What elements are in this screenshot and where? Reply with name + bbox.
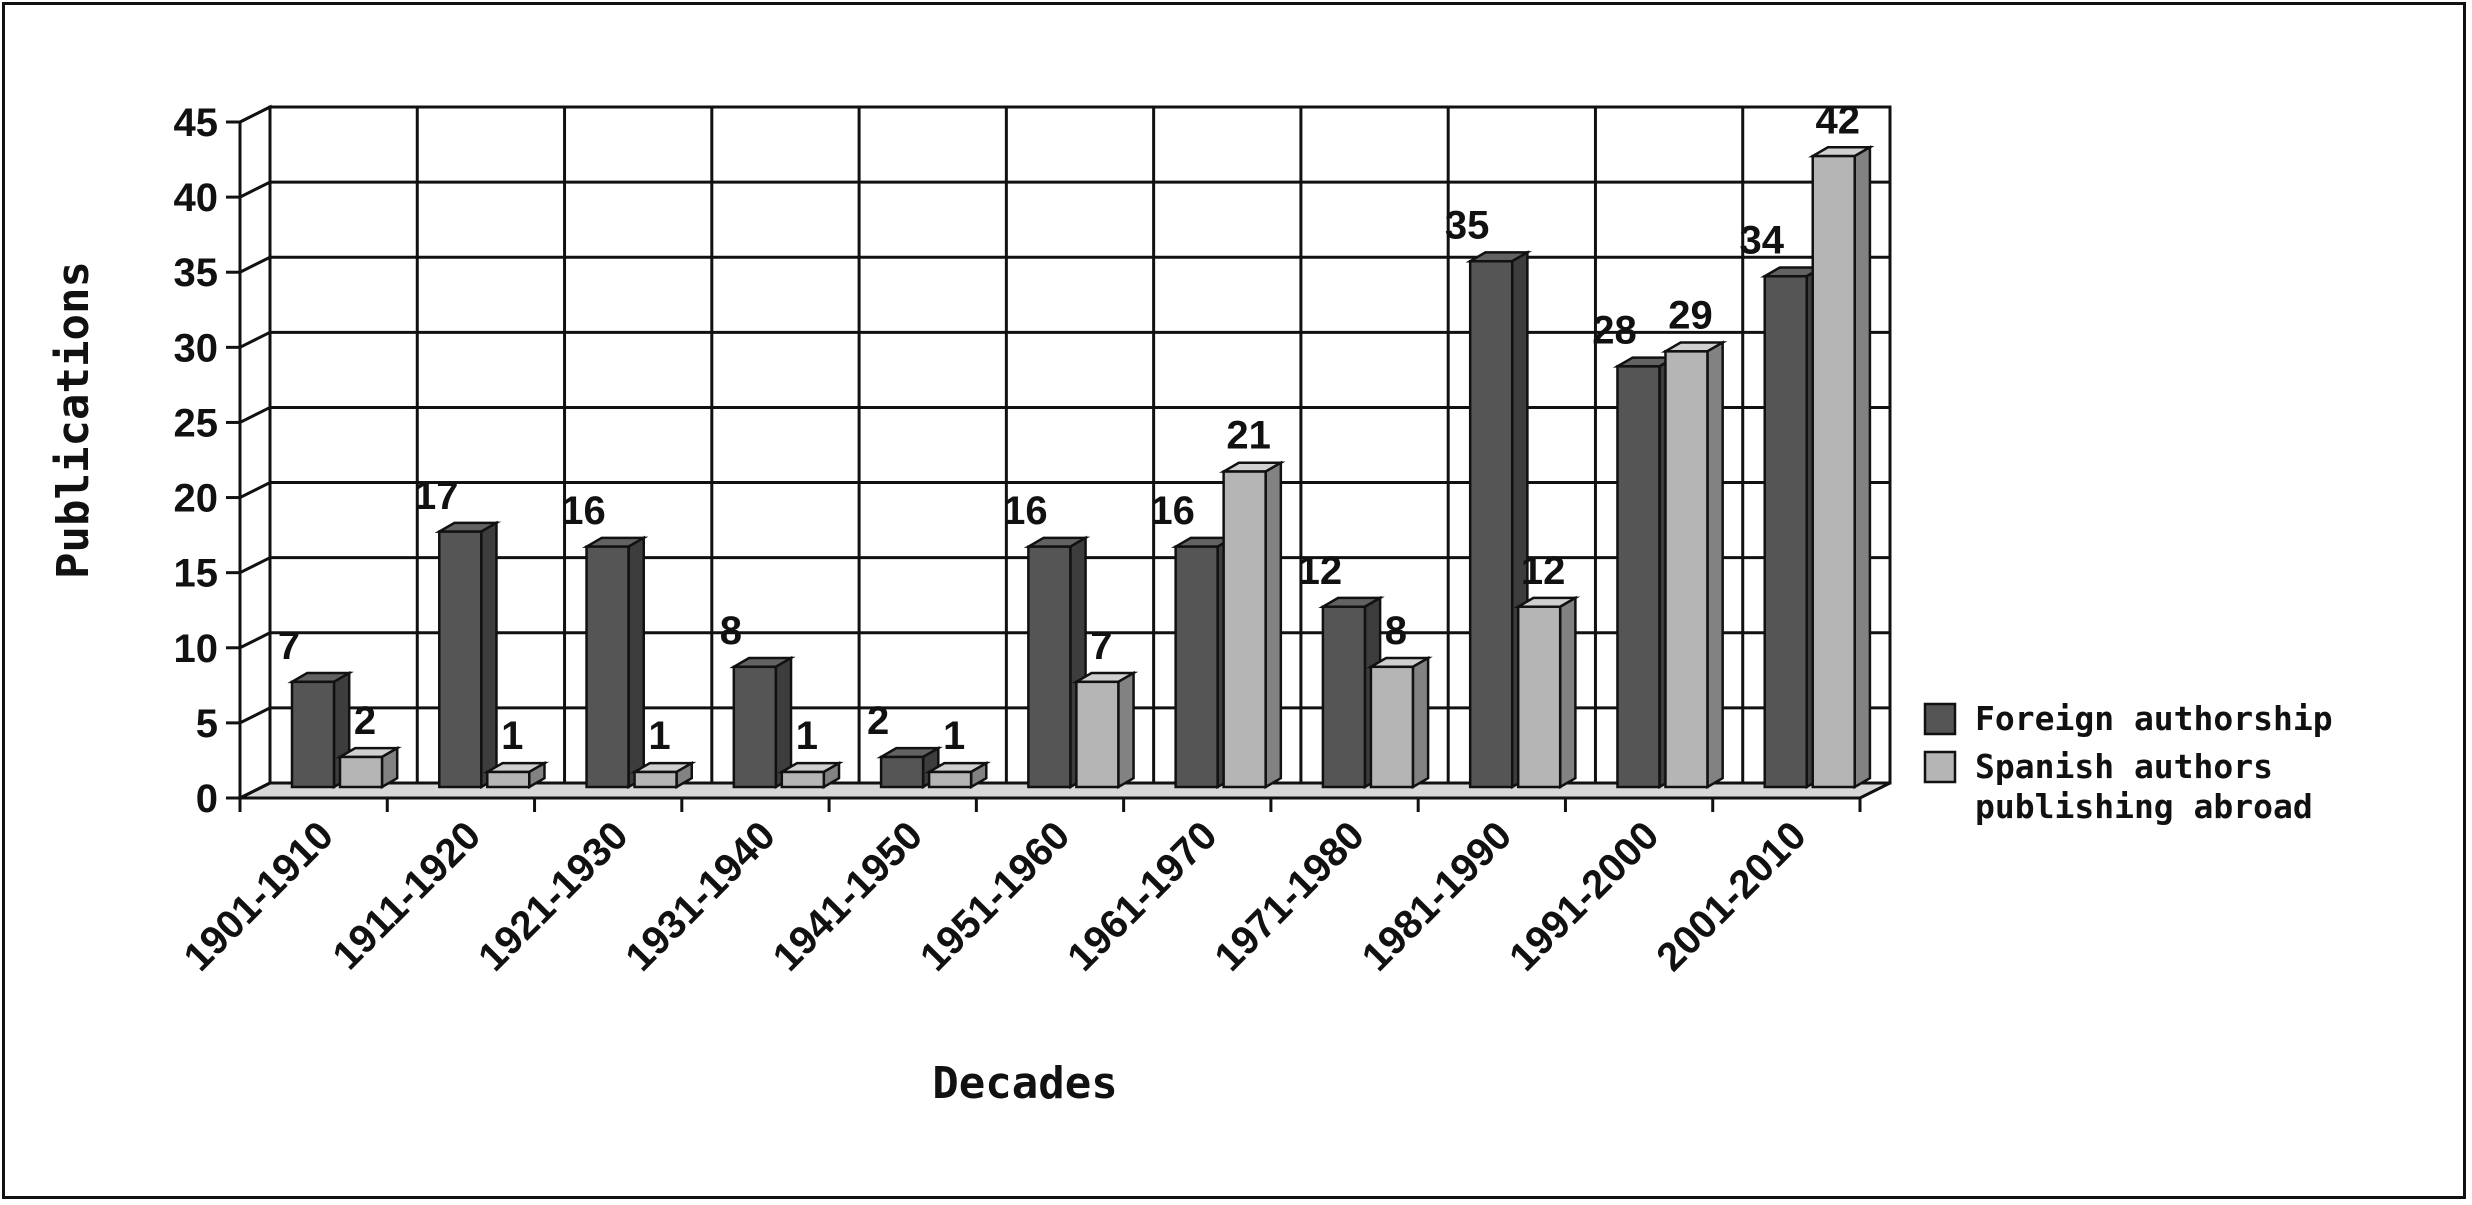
bar-foreign: [729, 655, 796, 790]
legend: Foreign authorship Spanish authorspublish…: [1923, 699, 2333, 826]
y-tick-label: 15: [174, 552, 219, 596]
gridline-side: [239, 255, 271, 274]
bar-spanish: [1808, 145, 1875, 790]
data-label: 17: [414, 474, 459, 518]
gridline-side: [239, 180, 271, 199]
x-tick-label: 1961-1970: [1059, 813, 1225, 979]
bar-spanish: [1071, 670, 1139, 790]
x-tick-label: 2001-2010: [1648, 813, 1814, 979]
x-tick-label: 1971-1980: [1207, 813, 1373, 979]
x-tick-label: 1901-1910: [176, 813, 342, 979]
data-label: 16: [1003, 489, 1048, 533]
gridline-side: [239, 556, 271, 575]
gridline-side: [239, 781, 271, 800]
x-tick-label: 1931-1940: [617, 813, 783, 979]
x-tick-label: 1981-1990: [1354, 813, 1520, 979]
gridline-side: [239, 481, 271, 499]
legend-item: Foreign authorship: [1923, 699, 2333, 738]
data-label: 29: [1668, 294, 1713, 338]
legend-swatch: [1923, 750, 1957, 784]
x-tick-label: 1911-1920: [324, 813, 489, 978]
bar-spanish: [1513, 595, 1581, 790]
data-label: 12: [1521, 549, 1566, 593]
bar-foreign: [876, 745, 943, 790]
side-wall: [238, 104, 272, 801]
data-label: 21: [1226, 414, 1271, 458]
y-tick-label: 5: [196, 702, 218, 746]
y-tick-label: 35: [174, 251, 219, 295]
data-label: 12: [1298, 549, 1343, 593]
bar-spanish: [777, 761, 844, 790]
data-label: 16: [561, 489, 606, 533]
gridline-side: [239, 406, 271, 424]
bar-spanish: [1660, 340, 1728, 790]
data-label: 28: [1592, 309, 1637, 353]
bar-spanish: [924, 761, 991, 790]
data-label: 7: [278, 624, 300, 668]
y-tick-label: 30: [174, 326, 219, 370]
bar-foreign: [1465, 250, 1533, 790]
gridline-side: [239, 706, 271, 725]
gridline-side: [239, 330, 271, 349]
bar-foreign: [1318, 595, 1385, 790]
x-tick-label: 1951-1960: [912, 813, 1078, 979]
x-tick-label: 1991-2000: [1501, 813, 1667, 979]
bar-spanish: [482, 761, 550, 790]
legend-label: Foreign authorship: [1975, 699, 2333, 738]
bar-spanish: [629, 761, 697, 790]
data-label: 7: [1090, 624, 1112, 668]
data-label: 16: [1150, 489, 1195, 533]
data-label: 2: [354, 699, 376, 743]
legend-swatch: [1923, 702, 1957, 736]
legend-label: Spanish authors: [1975, 747, 2273, 786]
bar-spanish: [1218, 460, 1286, 790]
data-label: 8: [1385, 609, 1407, 653]
data-label: 1: [648, 714, 670, 758]
y-tick-label: 45: [174, 101, 219, 145]
y-tick-label: 20: [174, 477, 219, 521]
data-label: 1: [796, 714, 818, 758]
x-tick-label: 1921-1930: [470, 813, 636, 979]
data-label: 2: [867, 699, 889, 743]
y-tick-label: 0: [196, 777, 218, 821]
bars: [287, 145, 1875, 790]
bar-foreign: [581, 535, 649, 790]
data-label: 1: [501, 714, 523, 758]
y-tick-label: 25: [174, 401, 219, 445]
gridline-side: [239, 631, 271, 650]
data-label: 42: [1815, 98, 1860, 142]
x-tick-label: 1941-1950: [765, 813, 931, 979]
data-label: 8: [720, 609, 742, 653]
data-label: 34: [1739, 218, 1784, 262]
bar-foreign: [434, 520, 502, 790]
legend-label: publishing abroad: [1975, 787, 2313, 826]
data-label: 1: [943, 714, 965, 758]
y-tick-label: 10: [174, 627, 219, 671]
x-axis-title: Decades: [932, 1058, 1117, 1109]
bar-spanish: [335, 745, 402, 790]
bar-spanish: [1366, 655, 1433, 790]
y-tick-label: 40: [174, 176, 219, 220]
gridline-side: [239, 105, 271, 124]
y-axis-title: Publications: [48, 261, 99, 579]
data-label: 35: [1445, 203, 1490, 247]
